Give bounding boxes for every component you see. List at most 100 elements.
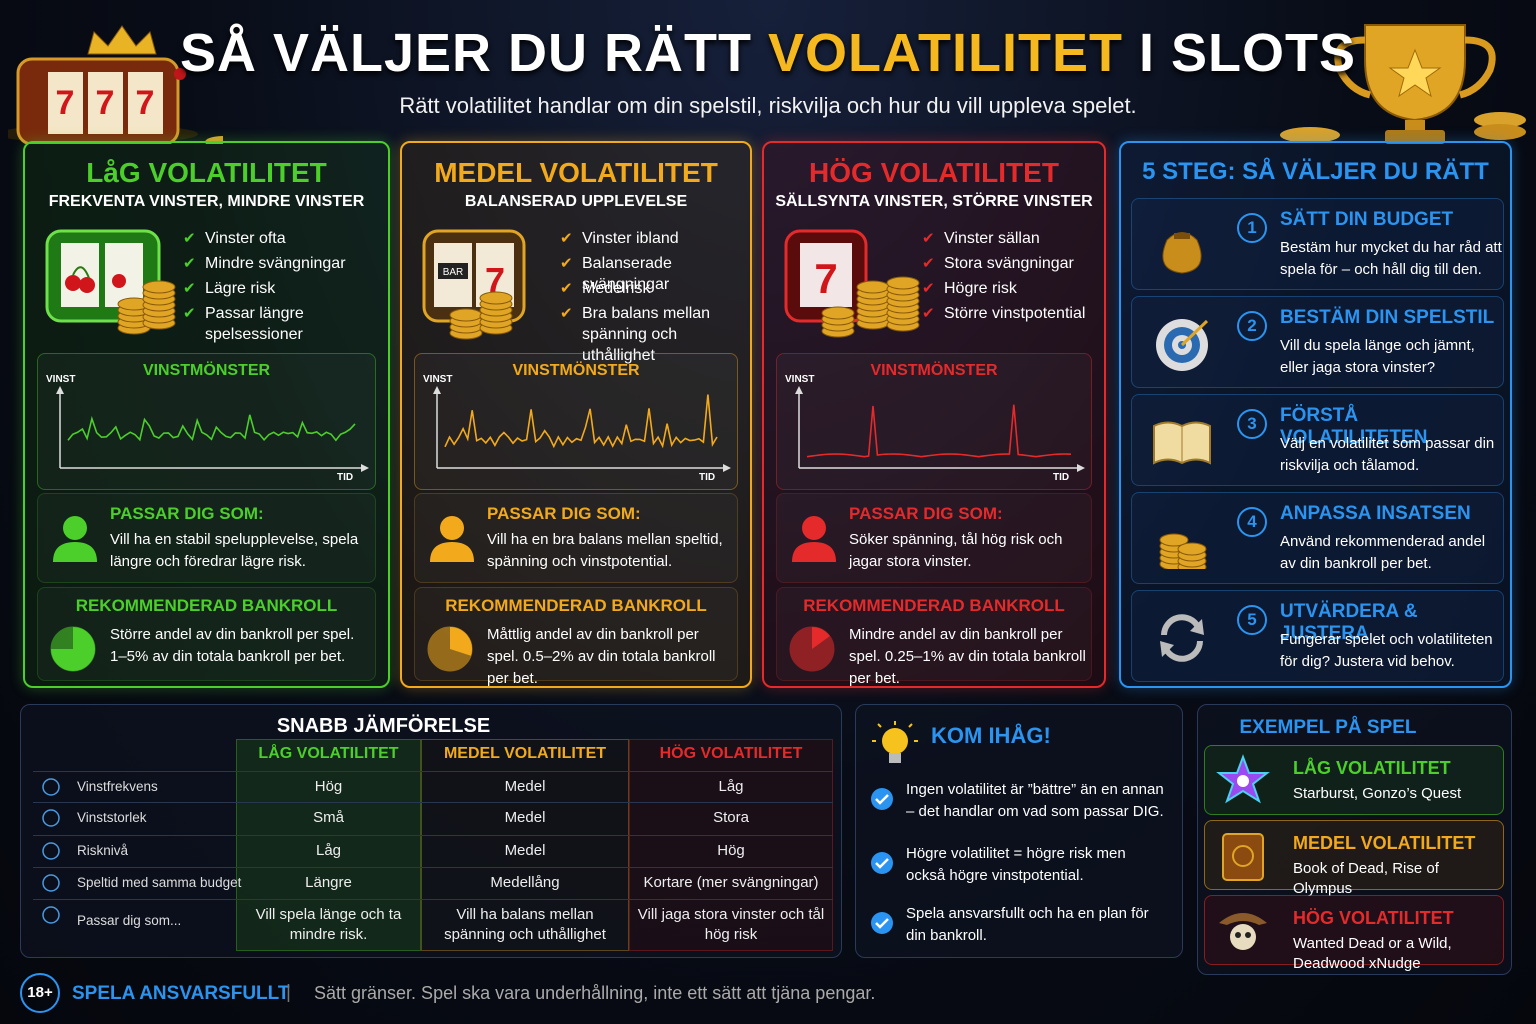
svg-text:7: 7 bbox=[136, 84, 155, 122]
fits-box: PASSAR DIG SOM: Söker spänning, tål hög r… bbox=[776, 493, 1092, 583]
bullet-text: Större vinstpotential bbox=[944, 305, 1086, 322]
step-number: 3 bbox=[1237, 409, 1267, 439]
pie-icon bbox=[789, 626, 835, 672]
step-number: 4 bbox=[1237, 507, 1267, 537]
game-icon bbox=[1219, 913, 1267, 950]
bullet-text: Balanserade svängningar bbox=[582, 255, 672, 293]
comparison-cell: Medellång bbox=[490, 874, 560, 891]
panel-subtitle: BALANSERAD UPPLEVELSE bbox=[464, 193, 688, 210]
chart-box: VINSTMÖNSTER VINST TID bbox=[776, 353, 1092, 490]
step-icon bbox=[1160, 614, 1204, 662]
chart-title: VINSTMÖNSTER bbox=[512, 362, 640, 379]
step-text: Välj en volatilitet som passar din riskv… bbox=[1280, 435, 1495, 474]
bullet-text: Stora svängningar bbox=[944, 255, 1074, 272]
volatility-panel: LåG VOLATILITET FREKVENTA VINSTER, MINDRE… bbox=[23, 141, 390, 688]
bullet-text: Högre risk bbox=[944, 280, 1017, 297]
person-icon bbox=[430, 516, 474, 562]
remember-text: Spela ansvarsfullt och ha en plan för di… bbox=[906, 905, 1149, 944]
bullet-check: ✔ bbox=[560, 305, 573, 322]
row-divider bbox=[33, 867, 833, 868]
fits-text: Söker spänning, tål hög risk och jagar s… bbox=[849, 531, 1063, 570]
win-pattern-chart bbox=[795, 386, 1085, 472]
comparison-cell: Vill spela länge och ta mindre risk. bbox=[255, 906, 402, 943]
comparison-title: SNABB JÄMFÖRELSE bbox=[276, 715, 491, 737]
row-divider bbox=[33, 802, 833, 803]
comparison-cell: Vill ha balans mellan spänning och uthål… bbox=[444, 906, 606, 943]
examples-panel: EXEMPEL PÅ SPEL LÅG VOLATILITET Starburst,… bbox=[1197, 704, 1512, 975]
win-pattern-chart bbox=[433, 386, 731, 472]
bullet-text: Vinster sällan bbox=[944, 230, 1040, 247]
bankroll-text: Måttlig andel av din bankroll per spel. … bbox=[487, 626, 716, 687]
panel-subtitle: SÄLLSYNTA VINSTER, STÖRRE VINSTER bbox=[775, 193, 1093, 210]
step-card: 3 FÖRSTÅ VOLATILITETEN Välj en volatilitet… bbox=[1131, 394, 1504, 486]
comparison-cell: Hög bbox=[717, 842, 745, 859]
bankroll-title: REKOMMENDERAD BANKROLL bbox=[803, 596, 1065, 615]
step-icon bbox=[1156, 319, 1209, 371]
title-end: I SLOTS bbox=[1139, 23, 1357, 83]
step-number: 1 bbox=[1237, 213, 1267, 243]
game-icon bbox=[1216, 754, 1270, 804]
row-divider bbox=[33, 835, 833, 836]
title-highlight: VOLATILITET bbox=[768, 23, 1123, 83]
row-icon bbox=[42, 778, 60, 796]
steps-title: 5 STEG: SÅ VÄLJER DU RÄTT bbox=[1142, 158, 1489, 185]
bullet-check: ✔ bbox=[560, 230, 573, 247]
age-badge: 18+ bbox=[20, 973, 60, 1013]
step-text: Bestäm hur mycket du har råd att spela f… bbox=[1280, 239, 1502, 278]
comparison-cell: Vill jaga stora vinster och tål hög risk bbox=[637, 906, 825, 943]
fits-box: PASSAR DIG SOM: Vill ha en stabil spelupp… bbox=[37, 493, 376, 583]
row-label: Speltid med samma budget bbox=[77, 875, 242, 890]
person-icon bbox=[53, 516, 97, 562]
row-label: Vinststorlek bbox=[77, 810, 147, 825]
example-card: HÖG VOLATILITET Wanted Dead or a Wild, De… bbox=[1204, 895, 1504, 972]
row-label: Vinstfrekvens bbox=[77, 779, 158, 794]
remember-text: Högre volatilitet = högre risk men också… bbox=[906, 845, 1126, 884]
bullet-check: ✔ bbox=[922, 230, 935, 247]
check-icon bbox=[871, 852, 893, 874]
comparison-column-header: LÅG VOLATILITET bbox=[258, 745, 399, 762]
step-card: 2 BESTÄM DIN SPELSTIL Vill du spela länge … bbox=[1131, 296, 1504, 388]
panel-title: MEDEL VOLATILITET bbox=[434, 157, 718, 188]
row-label: Passar dig som... bbox=[77, 913, 182, 928]
fits-title: PASSAR DIG SOM: bbox=[849, 504, 1003, 523]
example-text: Book of Dead, Rise of Olympus bbox=[1293, 860, 1439, 897]
slot-icon bbox=[45, 229, 176, 335]
row-divider bbox=[33, 771, 833, 772]
svg-text:7: 7 bbox=[814, 255, 837, 302]
row-icon bbox=[42, 906, 60, 924]
subtitle: Rätt volatilitet handlar om din spelstil… bbox=[399, 93, 1137, 118]
bullet-check: ✔ bbox=[183, 280, 196, 297]
svg-text:BAR: BAR bbox=[443, 267, 464, 278]
panel-title: LåG VOLATILITET bbox=[86, 157, 327, 188]
footer-separator: | bbox=[286, 982, 291, 1003]
bankroll-text: Mindre andel av din bankroll per spel. 0… bbox=[849, 626, 1086, 687]
win-pattern-chart bbox=[56, 386, 369, 472]
step-card: 1 SÄTT DIN BUDGET Bestäm hur mycket du har… bbox=[1131, 198, 1504, 290]
svg-text:7: 7 bbox=[485, 260, 505, 301]
bankroll-text: Större andel av din bankroll per spel. 1… bbox=[110, 626, 355, 665]
bullet-text: Vinster ibland bbox=[582, 230, 679, 247]
step-icon bbox=[1159, 533, 1207, 569]
x-axis-label: TID bbox=[1053, 472, 1070, 483]
footer-text: Sätt gränser. Spel ska vara underhållnin… bbox=[314, 983, 876, 1003]
person-icon bbox=[792, 516, 836, 562]
step-number: 2 bbox=[1237, 311, 1267, 341]
remember-title: KOM IHÅG! bbox=[931, 723, 1051, 748]
check-icon bbox=[871, 912, 893, 934]
x-axis-label: TID bbox=[699, 472, 716, 483]
bullet-check: ✔ bbox=[183, 255, 196, 272]
bankroll-box: REKOMMENDERAD BANKROLL Måttlig andel av d… bbox=[414, 587, 738, 687]
pie-icon bbox=[50, 626, 96, 672]
step-text: Använd rekommenderad andel av din bankro… bbox=[1280, 533, 1486, 572]
row-icon bbox=[42, 842, 60, 860]
bullet-check: ✔ bbox=[922, 255, 935, 272]
step-title: FÖRSTÅ VOLATILITETEN bbox=[1280, 405, 1428, 448]
bullet-text: Passar längre spelsessioner bbox=[205, 305, 304, 343]
step-number: 5 bbox=[1237, 605, 1267, 635]
example-card: LÅG VOLATILITET Starburst, Gonzo’s Quest bbox=[1204, 745, 1504, 815]
panel-title: HÖG VOLATILITET bbox=[809, 157, 1059, 188]
step-icon bbox=[1162, 232, 1202, 274]
slot-icon: 7 bbox=[784, 229, 920, 338]
slot-icon: BAR 7 bbox=[422, 229, 526, 340]
